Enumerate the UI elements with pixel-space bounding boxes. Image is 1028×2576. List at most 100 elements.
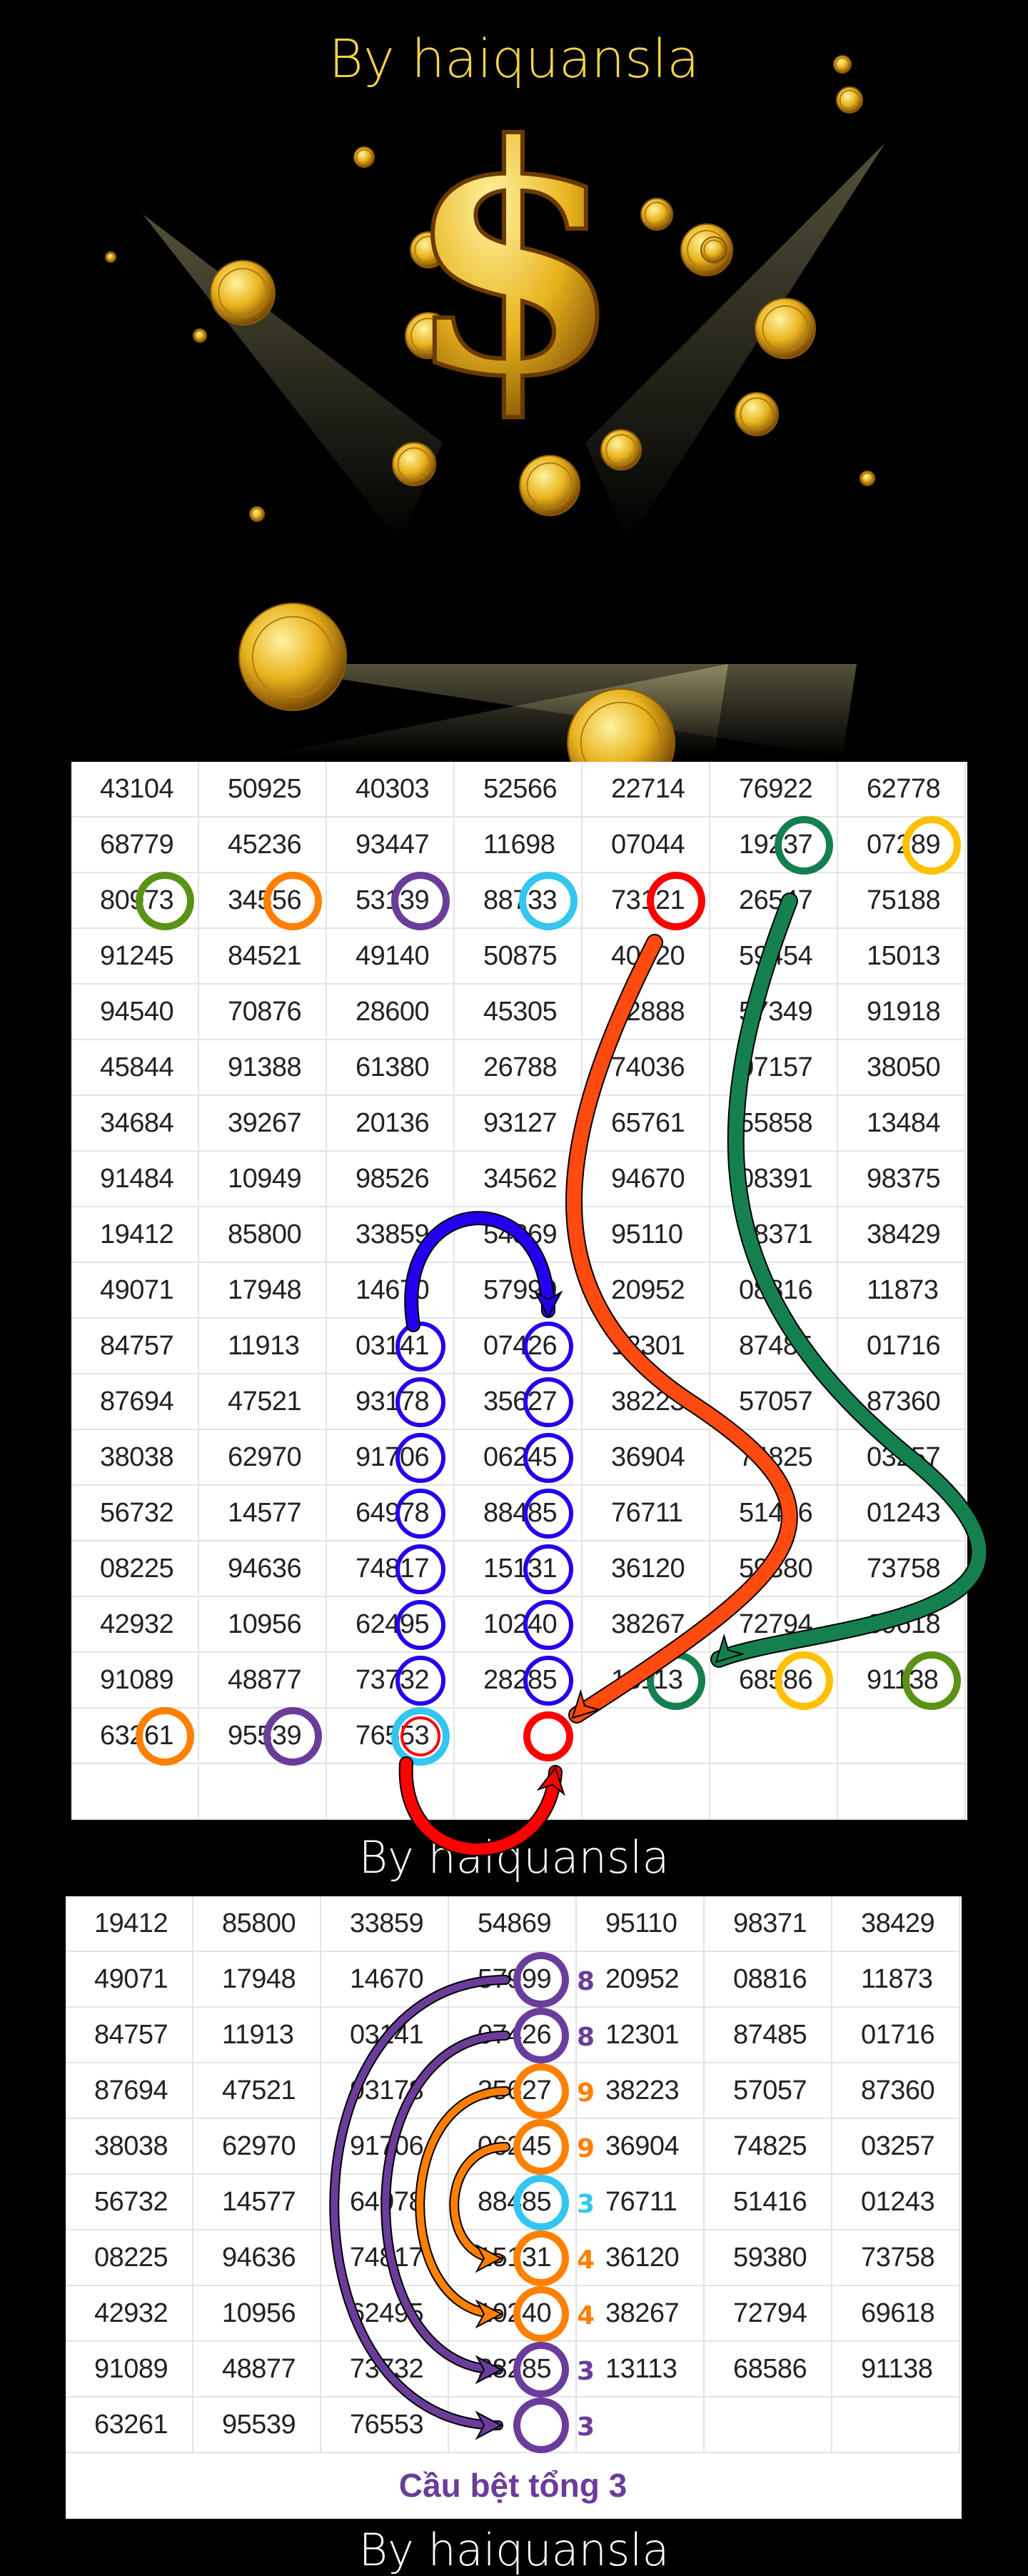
table-cell: 88485: [449, 2175, 577, 2230]
table-cell: 01716: [832, 2008, 960, 2063]
table-cell: 39267: [199, 1096, 327, 1152]
table-cell: [449, 2398, 577, 2453]
table-cell: 07426: [455, 1319, 583, 1374]
table-cell: 43104: [71, 762, 199, 817]
table-cell: 59380: [710, 1541, 838, 1597]
dollar-sign-icon: $: [405, 76, 623, 446]
table-cell: 73121: [583, 873, 710, 929]
table-cell: 33859: [321, 1896, 449, 1952]
table-cell: 17948: [199, 1263, 327, 1319]
table-cell: 03257: [832, 2119, 960, 2175]
table-cell: 76711: [577, 2175, 705, 2230]
table-cell: 01243: [838, 1486, 966, 1541]
table-cell: 49140: [327, 929, 455, 985]
table-cell: 91089: [71, 1653, 199, 1709]
table-cell: 38267: [583, 1597, 710, 1653]
light-beam: [143, 214, 443, 543]
table-cell: 11873: [832, 1952, 960, 2008]
table-cell: 13113: [583, 1653, 710, 1709]
table-cell: 87360: [838, 1374, 966, 1430]
table-cell: 50875: [455, 929, 583, 985]
table-cell: 91918: [838, 985, 966, 1040]
table-cell: 87694: [71, 1374, 199, 1430]
table-cell: 12301: [577, 2008, 705, 2063]
table-cell: 28285: [449, 2342, 577, 2398]
table-cell: 91484: [71, 1152, 199, 1207]
table-cell: 87485: [710, 1319, 838, 1374]
table-cell: 47521: [199, 1374, 327, 1430]
table-cell: 48877: [193, 2342, 321, 2398]
gold-coin-icon: [600, 429, 642, 471]
table-cell: 36120: [583, 1541, 710, 1597]
table-cell: 42932: [71, 1597, 199, 1653]
table-cell: 68586: [710, 1653, 838, 1709]
table-cell: [710, 1709, 838, 1764]
table-cell: 73758: [838, 1541, 966, 1597]
table-cell: 74817: [327, 1541, 455, 1597]
table-cell: 06245: [455, 1430, 583, 1486]
table-cell: 10956: [193, 2286, 321, 2342]
table-cell: 38223: [583, 1374, 710, 1430]
table-cell: 06245: [449, 2119, 577, 2175]
table-cell: [583, 1764, 710, 1820]
table-cell: 34562: [455, 1152, 583, 1207]
table-cell: 91706: [321, 2119, 449, 2175]
table-cell: 49071: [66, 1952, 193, 2008]
table-cell: 69618: [838, 1597, 966, 1653]
gold-coin-icon: [392, 442, 436, 486]
table-cell: 26547: [710, 873, 838, 929]
table-cell: 15131: [455, 1541, 583, 1597]
table-cell: 47521: [193, 2063, 321, 2119]
table-cell: 84521: [199, 929, 327, 985]
table-cell: 84757: [71, 1319, 199, 1374]
table-cell: 69618: [832, 2286, 960, 2342]
table-cell: [838, 1764, 966, 1820]
table-cell: [455, 1709, 583, 1764]
table-cell: 94636: [193, 2230, 321, 2286]
table-cell: 93447: [327, 817, 455, 873]
table-cell: 34556: [199, 873, 327, 929]
table-cell: 73732: [321, 2342, 449, 2398]
table-cell: 15131: [449, 2230, 577, 2286]
table-cell: 01243: [832, 2175, 960, 2230]
gold-coin-icon: [238, 603, 347, 711]
table-cell: 19412: [71, 1207, 199, 1263]
table-cell: 72794: [710, 1597, 838, 1653]
table-cell: 98371: [705, 1896, 832, 1952]
table-cell: 38429: [832, 1896, 960, 1952]
table-cell: 14577: [199, 1486, 327, 1541]
table-cell: 57999: [455, 1263, 583, 1319]
table-cell: 54869: [449, 1896, 577, 1952]
table-cell: 93178: [321, 2063, 449, 2119]
table-cell: 62495: [327, 1597, 455, 1653]
gold-coin-icon: [755, 298, 816, 359]
gold-coin-icon: [680, 223, 733, 276]
table-cell: 62778: [838, 762, 966, 817]
table-cell: 91245: [71, 929, 199, 985]
table-cell: 56732: [66, 2175, 193, 2230]
table-cell: 10240: [449, 2286, 577, 2342]
table-cell: 14577: [193, 2175, 321, 2230]
hero-gold-coins-image: $: [105, 55, 885, 764]
gold-coin-icon: [700, 236, 727, 263]
table-cell: 68586: [705, 2342, 832, 2398]
table-cell: [832, 2398, 960, 2453]
table-cell: 62970: [199, 1430, 327, 1486]
table-cell: 13113: [577, 2342, 705, 2398]
table-cell: 87360: [832, 2063, 960, 2119]
table-cell: 36904: [577, 2119, 705, 2175]
table-cell: 64978: [321, 2175, 449, 2230]
table-cell: 95539: [193, 2398, 321, 2453]
table-cell: 10240: [455, 1597, 583, 1653]
table-cell: [705, 2398, 832, 2453]
gold-coin-icon: [405, 312, 452, 359]
table-cell: 88485: [455, 1486, 583, 1541]
table-cell: 38038: [66, 2119, 193, 2175]
table-cell: 10949: [199, 1152, 327, 1207]
caption-middle: By haiquansla: [358, 1831, 670, 1883]
table-cell: 13484: [838, 1096, 966, 1152]
table-cell: 26788: [455, 1040, 583, 1096]
table-cell: 59380: [705, 2230, 832, 2286]
table-cell: 59454: [710, 929, 838, 985]
table-cell: 93178: [327, 1374, 455, 1430]
